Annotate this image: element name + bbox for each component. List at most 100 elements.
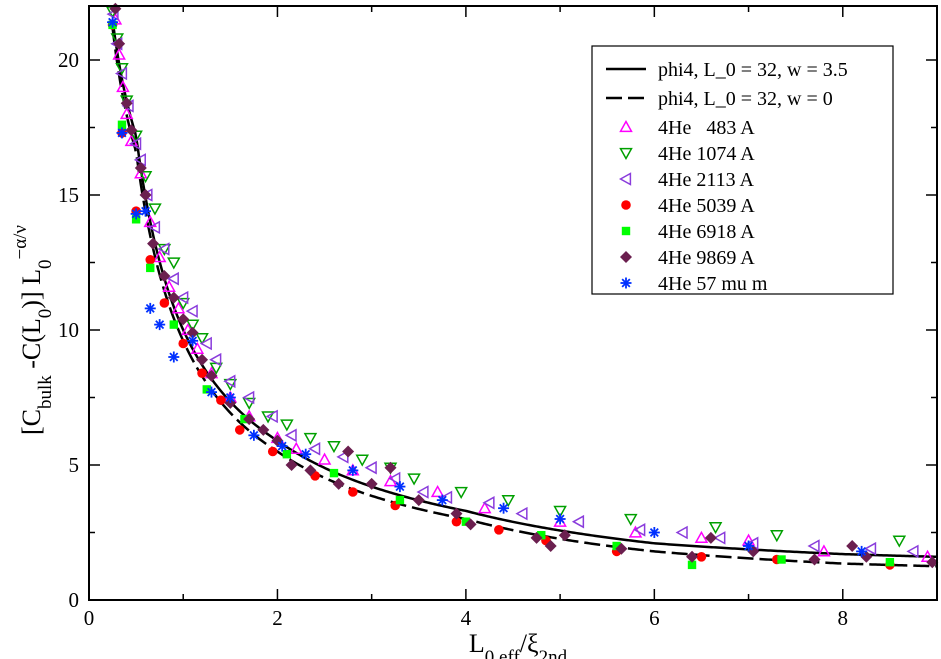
data-point [300, 448, 312, 460]
y-tick-label: 0 [69, 588, 80, 612]
data-point [243, 413, 256, 426]
data-point [147, 237, 160, 250]
data-point [171, 301, 186, 314]
data-point [394, 481, 406, 493]
data-point [454, 486, 468, 500]
data-point [355, 454, 370, 467]
data-point [864, 541, 877, 556]
data-point [537, 531, 546, 540]
data-point [169, 320, 178, 329]
data-point [289, 441, 304, 454]
data-point [145, 254, 156, 265]
data-point [342, 445, 355, 458]
legend-label: phi4, L_0 = 32, w = 0 [658, 88, 833, 110]
data-point [205, 369, 218, 382]
data-point [817, 544, 831, 557]
series-6 [109, 2, 939, 569]
data-point [242, 397, 256, 410]
data-point [267, 446, 278, 457]
data-point [216, 395, 226, 406]
data-point [303, 432, 318, 446]
legend-marker [619, 119, 633, 133]
data-point [134, 166, 148, 179]
data-point [209, 352, 222, 367]
data-point [332, 477, 345, 490]
data-point [158, 270, 171, 282]
y-tick-label: 10 [58, 318, 79, 342]
legend: phi4, L_0 = 32, w = 3.5 phi4, L_0 = 32, w… [591, 45, 894, 295]
data-point [176, 290, 189, 305]
data-point [138, 170, 153, 184]
data-point [612, 541, 621, 551]
data-point [308, 442, 321, 456]
curve-w-0 [111, 27, 937, 568]
data-point [205, 386, 217, 398]
data-point [770, 530, 784, 543]
y-tick-label: 15 [58, 183, 79, 207]
legend-label: 4He 5039 A [658, 195, 755, 217]
data-point [234, 425, 245, 435]
data-point [116, 127, 128, 139]
data-point [395, 495, 405, 505]
data-point [261, 411, 275, 424]
legend-label: phi4, L_0 = 32, w = 3.5 [658, 59, 848, 81]
data-point [615, 542, 628, 555]
x-tick-label: 4 [461, 606, 472, 630]
data-point [140, 205, 152, 217]
data-point [808, 553, 821, 566]
data-point [708, 521, 723, 535]
data-point [364, 460, 377, 475]
data-point [558, 529, 571, 542]
data-point [147, 220, 161, 235]
data-point [159, 298, 170, 308]
data-point [494, 525, 504, 535]
data-point [450, 507, 463, 520]
data-point [242, 390, 255, 405]
data-point [196, 353, 209, 366]
data-point [162, 279, 176, 292]
legend-label: 4He 6918 A [658, 221, 755, 243]
data-point [713, 531, 726, 545]
data-point [675, 525, 688, 540]
x-tick-label: 6 [649, 606, 660, 630]
data-point [197, 368, 207, 379]
legend-label: 4He 2113 A [658, 169, 754, 191]
data-point [544, 540, 557, 552]
data-point [185, 304, 198, 318]
data-point [856, 545, 868, 557]
y-axis: 0 5 10 15 20 [58, 48, 937, 612]
data-point [304, 464, 317, 477]
data-point [223, 374, 236, 389]
data-point [388, 471, 401, 486]
data-point [144, 302, 156, 314]
data-point [107, 16, 119, 28]
data-point [285, 459, 298, 471]
data-point [157, 243, 172, 257]
data-point [384, 461, 397, 474]
data-point [154, 319, 166, 331]
data-point [157, 242, 170, 256]
data-point [177, 313, 190, 326]
data-point [178, 338, 189, 349]
data-point [114, 66, 128, 81]
x-tick-label: 0 [84, 606, 95, 630]
legend-marker [620, 277, 632, 289]
x-tick-label: 2 [272, 606, 283, 630]
data-point [482, 496, 495, 510]
data-point [152, 250, 167, 263]
data-point [530, 531, 543, 544]
x-tick-label: 8 [838, 606, 849, 630]
data-point [117, 120, 127, 129]
data-point [199, 336, 212, 351]
data-point [167, 291, 180, 304]
data-point [892, 535, 907, 548]
data-point [129, 136, 142, 151]
data-points [105, 2, 939, 570]
data-point [416, 485, 429, 499]
data-point [686, 550, 699, 563]
data-point [687, 560, 697, 570]
data-point [176, 297, 190, 311]
data-point [120, 97, 133, 110]
data-point [276, 440, 288, 452]
